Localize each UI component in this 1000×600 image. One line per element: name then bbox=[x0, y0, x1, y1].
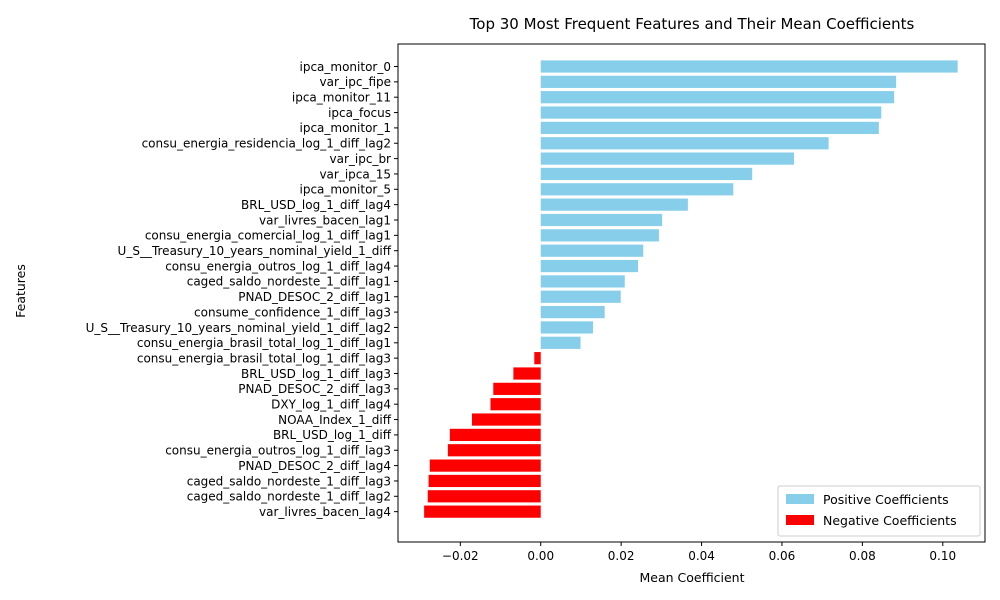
legend: Positive Coefficients Negative Coefficie… bbox=[777, 485, 981, 537]
bar-BRL_USD_log_1_diff_lag3 bbox=[513, 367, 541, 380]
y-tick-label: caged_saldo_nordeste_1_diff_lag1 bbox=[187, 275, 391, 289]
bar-var_livres_bacen_lag1 bbox=[540, 213, 663, 227]
bar-ipca_monitor_11 bbox=[540, 91, 895, 104]
y-tick-label: ipca_monitor_5 bbox=[300, 183, 392, 197]
legend-label-positive: Positive Coefficients bbox=[823, 492, 949, 507]
bar-caged_saldo_nordeste_1_diff_lag1 bbox=[540, 275, 625, 288]
x-tick-label: 0.06 bbox=[769, 549, 796, 563]
bar-caged_saldo_nordeste_1_diff_lag3 bbox=[428, 474, 541, 488]
x-tick-label: 0.08 bbox=[849, 549, 876, 563]
x-axis-label: Mean Coefficient bbox=[639, 570, 744, 585]
x-tick-label: 0.04 bbox=[688, 549, 715, 563]
bar-PNAD_DESOC_2_diff_lag4 bbox=[429, 459, 541, 472]
y-tick-label: BRL_USD_log_1_diff_lag3 bbox=[241, 367, 391, 381]
bar-BRL_USD_log_1_diff_lag4 bbox=[540, 198, 688, 211]
y-tick-label: BRL_USD_log_1_diff_lag4 bbox=[241, 198, 391, 212]
legend-swatch-positive bbox=[786, 494, 814, 504]
y-tick-label: ipca_monitor_1 bbox=[300, 121, 392, 135]
y-tick-label: consu_energia_outros_log_1_diff_lag3 bbox=[165, 444, 391, 458]
y-tick-label: U_S__Treasury_10_years_nominal_yield_1_d… bbox=[86, 321, 391, 335]
y-tick-label: PNAD_DESOC_2_diff_lag1 bbox=[238, 290, 391, 304]
bar-ipca_focus bbox=[540, 106, 882, 119]
y-tick-label: caged_saldo_nordeste_1_diff_lag2 bbox=[187, 490, 391, 504]
x-tick-label: 0.10 bbox=[929, 549, 956, 563]
bar-PNAD_DESOC_2_diff_lag3 bbox=[493, 382, 541, 395]
legend-box bbox=[777, 485, 981, 537]
y-tick-label: consu_energia_brasil_total_log_1_diff_la… bbox=[137, 336, 391, 350]
bar-consume_confidence_1_diff_lag3 bbox=[540, 306, 605, 319]
bar-consu_energia_outros_log_1_diff_lag3 bbox=[447, 444, 541, 457]
bar-var_ipc_fipe bbox=[540, 75, 897, 88]
plot-frame bbox=[397, 43, 986, 543]
y-tick-label: consu_energia_comercial_log_1_diff_lag1 bbox=[145, 229, 391, 243]
y-tick-label: NOAA_Index_1_diff bbox=[278, 413, 392, 427]
bar-var_livres_bacen_lag4 bbox=[424, 505, 541, 518]
y-tick-label: ipca_monitor_0 bbox=[300, 60, 392, 74]
y-tick-label: U_S__Treasury_10_years_nominal_yield_1_d… bbox=[118, 244, 392, 258]
bar-DXY_log_1_diff_lag4 bbox=[490, 398, 541, 411]
bar-BRL_USD_log_1_diff bbox=[449, 428, 541, 441]
x-tick-label: 0.02 bbox=[608, 549, 635, 563]
x-ticks: −0.02 0.00 0.02 0.04 0.06 0.08 0.10 bbox=[442, 542, 956, 563]
legend-label-negative: Negative Coefficients bbox=[823, 513, 957, 528]
y-tick-label: var_ipc_br bbox=[330, 152, 392, 166]
legend-swatch-negative bbox=[786, 515, 814, 525]
y-tick-label: PNAD_DESOC_2_diff_lag4 bbox=[238, 459, 391, 473]
y-tick-label: var_livres_bacen_lag1 bbox=[259, 213, 391, 227]
y-tick-label: consu_energia_brasil_total_log_1_diff_la… bbox=[137, 351, 391, 365]
y-tick-label: var_ipca_15 bbox=[319, 167, 391, 181]
bar-consu_energia_brasil_total_log_1_diff_lag3 bbox=[534, 352, 541, 365]
bar-U_S__Treasury_10_years_nominal_yield_1_diff_lag2 bbox=[540, 321, 593, 334]
y-tick-label: DXY_log_1_diff_lag4 bbox=[271, 398, 391, 412]
chart-title: Top 30 Most Frequent Features and Their … bbox=[469, 15, 915, 33]
bar-ipca_monitor_1 bbox=[540, 121, 879, 134]
y-tick-label: ipca_monitor_11 bbox=[292, 91, 391, 105]
y-axis-label: Features bbox=[13, 264, 28, 318]
bar-ipca_monitor_5 bbox=[540, 183, 734, 196]
y-tick-label: BRL_USD_log_1_diff bbox=[273, 428, 392, 442]
bar-U_S__Treasury_10_years_nominal_yield_1_diff bbox=[540, 244, 644, 257]
bar-caged_saldo_nordeste_1_diff_lag2 bbox=[427, 490, 541, 503]
bar-NOAA_Index_1_diff bbox=[471, 413, 541, 426]
y-tick-label: caged_saldo_nordeste_1_diff_lag3 bbox=[187, 474, 391, 488]
y-tick-label: consu_energia_outros_log_1_diff_lag4 bbox=[165, 259, 391, 273]
x-tick-label: 0.00 bbox=[527, 549, 554, 563]
y-tick-label: var_livres_bacen_lag4 bbox=[259, 505, 391, 519]
bar-PNAD_DESOC_2_diff_lag1 bbox=[540, 290, 621, 303]
bar-consu_energia_comercial_log_1_diff_lag1 bbox=[540, 229, 659, 242]
bar-ipca_monitor_0 bbox=[540, 60, 958, 73]
y-tick-label: consu_energia_residencia_log_1_diff_lag2 bbox=[142, 137, 391, 151]
y-tick-label: var_ipc_fipe bbox=[320, 75, 392, 89]
bar-consu_energia_outros_log_1_diff_lag4 bbox=[540, 259, 639, 273]
bar-consu_energia_brasil_total_log_1_diff_lag1 bbox=[540, 336, 581, 349]
bars-layer bbox=[424, 60, 958, 518]
bar-var_ipca_15 bbox=[540, 167, 753, 181]
y-tick-label: consume_confidence_1_diff_lag3 bbox=[194, 305, 391, 319]
bar-var_ipc_br bbox=[540, 152, 795, 165]
x-tick-label: −0.02 bbox=[442, 549, 479, 563]
bar-consu_energia_residencia_log_1_diff_lag2 bbox=[540, 137, 829, 150]
y-tick-label: ipca_focus bbox=[328, 106, 391, 120]
y-tick-label: PNAD_DESOC_2_diff_lag3 bbox=[238, 382, 391, 396]
